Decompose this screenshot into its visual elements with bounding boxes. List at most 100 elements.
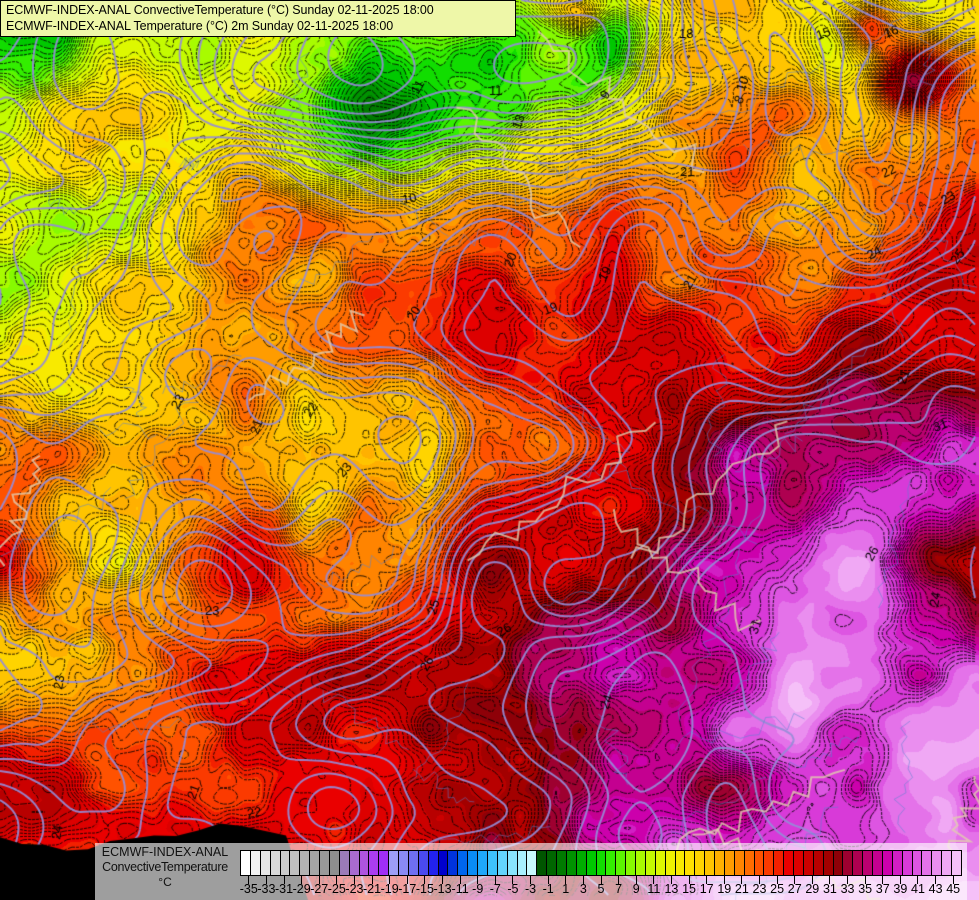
colorbar-tick-label: 3: [579, 882, 587, 896]
colorbar-tick-label: 11: [647, 882, 661, 896]
colorbar-cell: [774, 851, 785, 875]
colorbar-tick: [917, 876, 919, 884]
colorbar-tick: [829, 876, 831, 884]
colorbar-cell: [537, 851, 548, 875]
colorbar-tick-label: 29: [805, 882, 820, 896]
colorbar-tick: [899, 876, 901, 884]
colorbar-tick: [406, 876, 408, 884]
colorbar-tick: [424, 876, 426, 884]
colorbar-cell: [932, 851, 943, 875]
colorbar-tick: [318, 876, 320, 884]
colorbar-cell: [379, 851, 390, 875]
colorbar-tick-label: 7: [615, 882, 623, 896]
colorbar-tick: [618, 876, 620, 884]
colorbar-tick: [248, 876, 250, 884]
colorbar-cell: [389, 851, 399, 875]
colorbar-tick: [706, 876, 708, 884]
colorbar-tick-label: 17: [699, 882, 714, 896]
colorbar-cell: [734, 851, 745, 875]
colorbar-tick-label: -25: [327, 882, 346, 896]
colorbar-tick-label: -7: [489, 882, 501, 896]
colorbar-tick-label: -33: [257, 882, 276, 896]
colorbar-tick: [952, 876, 954, 884]
colorbar-cell: [892, 851, 903, 875]
colorbar-tick: [811, 876, 813, 884]
colorbar-tick-label: 21: [734, 882, 749, 896]
colorbar-cell: [438, 851, 449, 875]
colorbar-cell: [487, 851, 498, 875]
colorbar-tick-label: 37: [875, 882, 890, 896]
colorbar-tick-label: -21: [363, 882, 382, 896]
colorbar-cell: [665, 851, 676, 875]
colorbar-tick: [442, 876, 443, 884]
colorbar-cell: [310, 851, 320, 875]
colorbar-tick-label: -11: [451, 882, 469, 896]
colorbar-cell: [784, 851, 794, 875]
colorbar-cell: [922, 851, 933, 875]
colorbar-tick: [758, 876, 760, 884]
colorbar-cell: [843, 851, 854, 875]
colorbar-tick: [935, 876, 937, 884]
colorbar-tick-label: -5: [507, 882, 519, 896]
colorbar-tick-label: -13: [433, 882, 452, 896]
colorbar-cell: [260, 851, 271, 875]
colorbar[interactable]: [240, 850, 962, 876]
colorbar-tick: [371, 876, 373, 884]
colorbar-cell: [369, 851, 380, 875]
colorbar-tick: [459, 876, 461, 884]
colorbar-cell: [576, 851, 587, 875]
colorbar-cell: [803, 851, 814, 875]
colorbar-cell: [359, 851, 370, 875]
colorbar-tick-label: -27: [310, 882, 329, 896]
colorbar-cell: [408, 851, 419, 875]
colorbar-cell: [547, 851, 557, 875]
colorbar-tick: [723, 876, 725, 884]
legend-units-label: °C: [158, 875, 172, 889]
colorbar-tick: [882, 876, 884, 884]
colorbar-cell: [586, 851, 597, 875]
colorbar-tick: [688, 876, 690, 884]
colorbar-tick: [582, 876, 584, 884]
colorbar-tick-label: 13: [664, 882, 679, 896]
colorbar-tick-label: 35: [858, 882, 873, 896]
colorbar-tick-label: -23: [345, 882, 364, 896]
colorbar-tick-labels: -35 -33 -31 -29 -27 -25 -23 -21 -19 -17 -15 -13 -11-…: [240, 881, 962, 899]
colorbar-cell: [942, 851, 952, 875]
colorbar-tick-label: -17: [398, 882, 417, 896]
colorbar-tick-label: -19: [380, 882, 399, 896]
colorbar-tick: [512, 876, 514, 884]
colorbar-tick: [336, 876, 338, 884]
colorbar-cell: [833, 851, 844, 875]
colorbar-tick: [670, 876, 672, 884]
colorbar-cell: [300, 851, 311, 875]
colorbar-cell: [863, 851, 873, 875]
colorbar-cell: [744, 851, 755, 875]
colorbar-cell: [448, 851, 459, 875]
colorbar-tick: [477, 876, 479, 884]
legend-model-name: ECMWF-INDEX-ANAL: [101, 845, 229, 859]
colorbar-tick: [600, 876, 602, 884]
colorbar-tick-label: -29: [292, 882, 311, 896]
colorbar-tick: [635, 876, 637, 884]
colorbar-cell: [507, 851, 518, 875]
colorbar-cell: [715, 851, 725, 875]
colorbar-cell: [320, 851, 330, 875]
colorbar-cell: [754, 851, 765, 875]
colorbar-cell: [764, 851, 775, 875]
colorbar-cell: [399, 851, 409, 875]
colorbar-tick: [847, 876, 849, 884]
colorbar-cell: [270, 851, 281, 875]
colorbar-tick-label: 19: [717, 882, 732, 896]
colorbar-cell: [813, 851, 824, 875]
colorbar-ticks: [240, 876, 962, 884]
colorbar-cell: [695, 851, 706, 875]
colorbar-tick: [530, 876, 532, 884]
colorbar-cell: [497, 851, 508, 875]
colorbar-cell: [418, 851, 429, 875]
colorbar-cell: [458, 851, 469, 875]
colorbar-cell: [645, 851, 656, 875]
colorbar-tick-label: 45: [946, 882, 961, 896]
colorbar-cell: [349, 851, 360, 875]
colorbar-tick: [494, 876, 496, 884]
